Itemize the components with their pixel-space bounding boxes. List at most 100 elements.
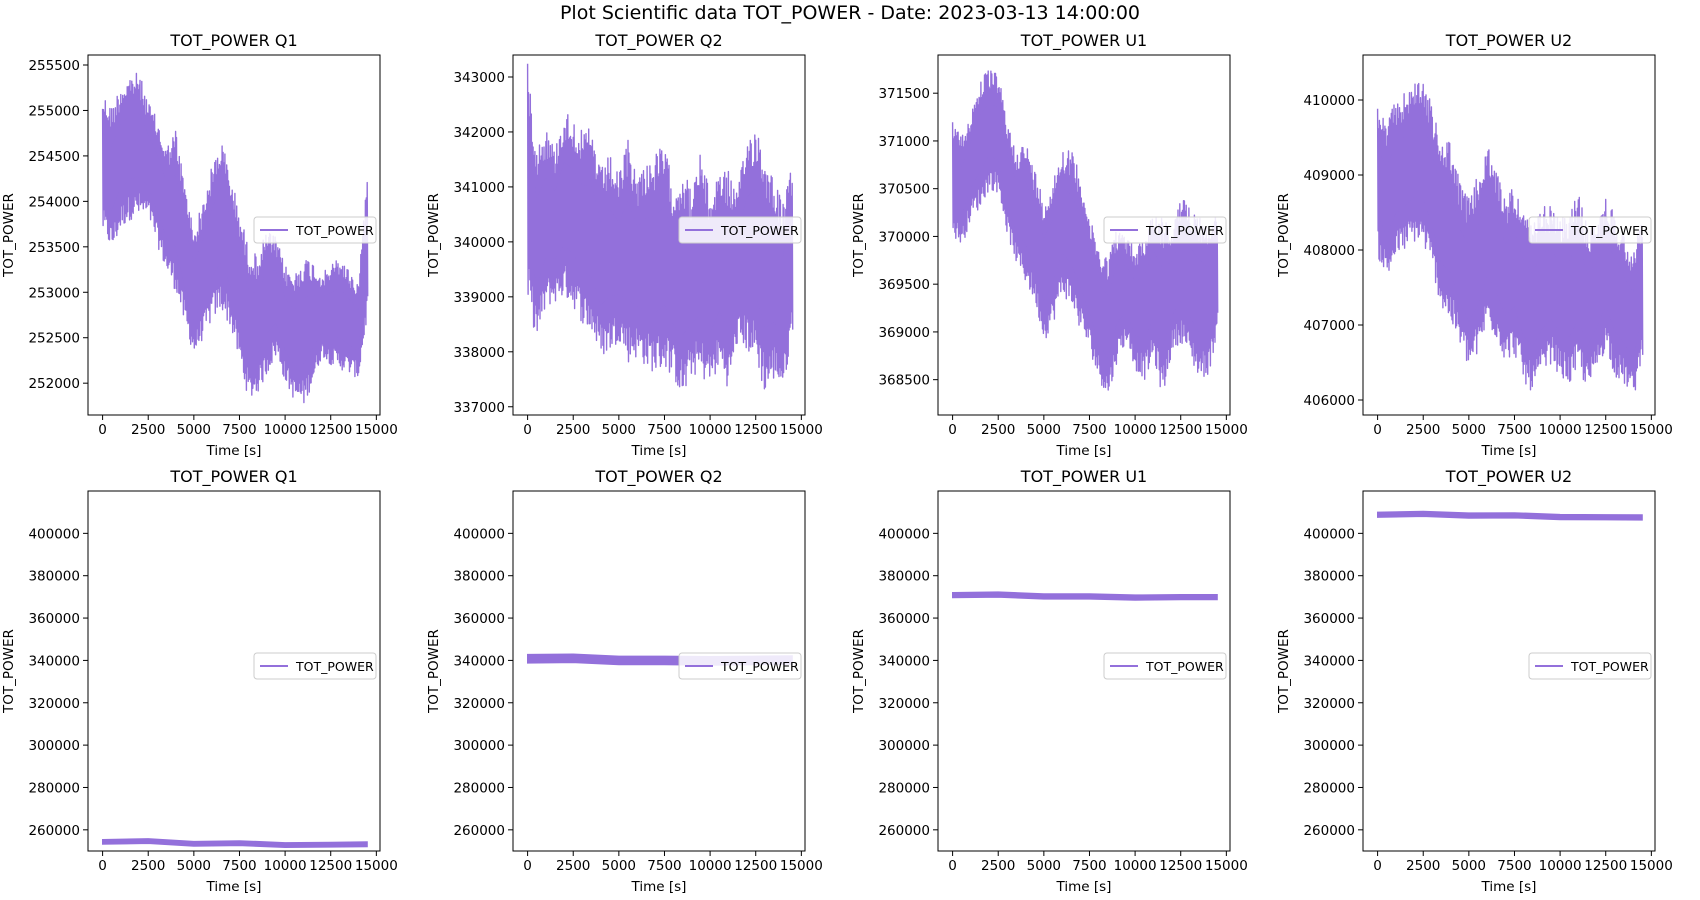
- x-tick-label: 2500: [981, 858, 1015, 874]
- y-tick-label: 369000: [878, 325, 930, 341]
- series-band: [102, 113, 368, 366]
- y-tick-label: 255000: [28, 103, 80, 119]
- x-tick-label: 12500: [1584, 858, 1627, 874]
- y-tick-label: 368500: [878, 373, 930, 389]
- series-line: [102, 838, 368, 849]
- x-tick-label: 10000: [689, 422, 732, 438]
- subplot-title: TOT_POWER Q2: [594, 467, 722, 487]
- x-tick-label: 12500: [1159, 858, 1202, 874]
- y-tick-label: 360000: [1303, 611, 1355, 627]
- y-tick-label: 280000: [878, 780, 930, 796]
- y-tick-label: 406000: [1303, 393, 1355, 409]
- subplot-title: TOT_POWER U2: [1445, 467, 1572, 487]
- series-band: [527, 131, 793, 338]
- x-axis-label: Time [s]: [1481, 443, 1537, 459]
- y-tick-label: 341000: [453, 180, 505, 196]
- x-axis-label: Time [s]: [1481, 879, 1537, 895]
- legend-label: TOT_POWER: [1570, 659, 1649, 674]
- x-tick-label: 5000: [602, 858, 636, 874]
- y-tick-label: 254000: [28, 194, 80, 210]
- series-band: [1377, 124, 1643, 358]
- x-tick-label: 15000: [1205, 858, 1248, 874]
- y-tick-label: 260000: [1303, 823, 1355, 839]
- x-tick-label: 2500: [131, 858, 165, 874]
- x-tick-label: 7500: [1497, 858, 1531, 874]
- y-tick-label: 339000: [453, 290, 505, 306]
- x-tick-label: 15000: [1205, 422, 1248, 438]
- y-tick-label: 400000: [1303, 526, 1355, 542]
- y-tick-label: 320000: [453, 696, 505, 712]
- axes-frame: [937, 54, 1231, 416]
- y-axis-label: TOT_POWER: [1276, 629, 1292, 714]
- y-axis-label: TOT_POWER: [851, 629, 867, 714]
- y-tick-label: 400000: [453, 526, 505, 542]
- x-tick-label: 12500: [309, 422, 352, 438]
- y-tick-label: 342000: [453, 125, 505, 141]
- x-tick-label: 7500: [222, 422, 256, 438]
- x-axis-label: Time [s]: [1056, 443, 1112, 459]
- legend-label: TOT_POWER: [720, 659, 799, 674]
- legend-label: TOT_POWER: [1570, 223, 1649, 238]
- x-tick-label: 5000: [1027, 858, 1061, 874]
- y-tick-label: 400000: [878, 526, 930, 542]
- x-tick-label: 0: [1373, 422, 1382, 438]
- subplot-title: TOT_POWER Q1: [169, 467, 297, 487]
- x-tick-label: 7500: [1072, 858, 1106, 874]
- axes-frame: [87, 490, 381, 852]
- x-tick-label: 7500: [1072, 422, 1106, 438]
- x-tick-label: 10000: [1539, 422, 1582, 438]
- legend-label: TOT_POWER: [1145, 223, 1224, 238]
- x-tick-label: 5000: [177, 858, 211, 874]
- y-tick-label: 380000: [878, 569, 930, 585]
- x-tick-label: 7500: [647, 858, 681, 874]
- y-axis-label: TOT_POWER: [851, 193, 867, 278]
- x-tick-label: 10000: [264, 422, 307, 438]
- y-tick-label: 340000: [878, 653, 930, 669]
- x-tick-label: 2500: [1406, 858, 1440, 874]
- y-tick-label: 337000: [453, 400, 505, 416]
- x-tick-label: 10000: [689, 858, 732, 874]
- x-tick-label: 15000: [780, 422, 823, 438]
- x-tick-label: 12500: [1584, 422, 1627, 438]
- legend-label: TOT_POWER: [295, 223, 374, 238]
- series-band: [952, 102, 1218, 359]
- x-tick-label: 5000: [1452, 858, 1486, 874]
- y-axis-label: TOT_POWER: [1, 629, 17, 714]
- y-tick-label: 300000: [878, 738, 930, 754]
- y-tick-label: 253000: [28, 285, 80, 301]
- subplot-title: TOT_POWER Q1: [169, 31, 297, 51]
- y-tick-label: 343000: [453, 70, 505, 86]
- legend-box: [678, 652, 802, 680]
- legend-box: [678, 216, 802, 244]
- y-tick-label: 340000: [453, 653, 505, 669]
- legend-label: TOT_POWER: [295, 659, 374, 674]
- legend-label: TOT_POWER: [720, 223, 799, 238]
- x-tick-label: 15000: [1630, 858, 1673, 874]
- subplot-title: TOT_POWER U2: [1445, 31, 1572, 51]
- subplot-title: TOT_POWER U1: [1020, 31, 1147, 51]
- x-tick-label: 0: [948, 422, 957, 438]
- x-tick-label: 5000: [1027, 422, 1061, 438]
- y-tick-label: 370000: [878, 229, 930, 245]
- y-tick-label: 340000: [453, 235, 505, 251]
- x-tick-label: 12500: [734, 422, 777, 438]
- y-tick-label: 380000: [453, 569, 505, 585]
- x-tick-label: 15000: [780, 858, 823, 874]
- y-tick-label: 280000: [28, 780, 80, 796]
- y-tick-label: 260000: [28, 823, 80, 839]
- x-tick-label: 5000: [602, 422, 636, 438]
- x-tick-label: 2500: [981, 422, 1015, 438]
- x-axis-label: Time [s]: [631, 443, 687, 459]
- x-tick-label: 12500: [1159, 422, 1202, 438]
- y-tick-label: 407000: [1303, 318, 1355, 334]
- y-tick-label: 360000: [28, 611, 80, 627]
- x-tick-label: 15000: [355, 858, 398, 874]
- y-tick-label: 260000: [453, 823, 505, 839]
- x-tick-label: 0: [948, 858, 957, 874]
- y-tick-label: 371000: [878, 134, 930, 150]
- y-tick-label: 340000: [1303, 653, 1355, 669]
- y-tick-label: 280000: [453, 780, 505, 796]
- y-tick-label: 320000: [878, 696, 930, 712]
- legend-box: [253, 652, 377, 680]
